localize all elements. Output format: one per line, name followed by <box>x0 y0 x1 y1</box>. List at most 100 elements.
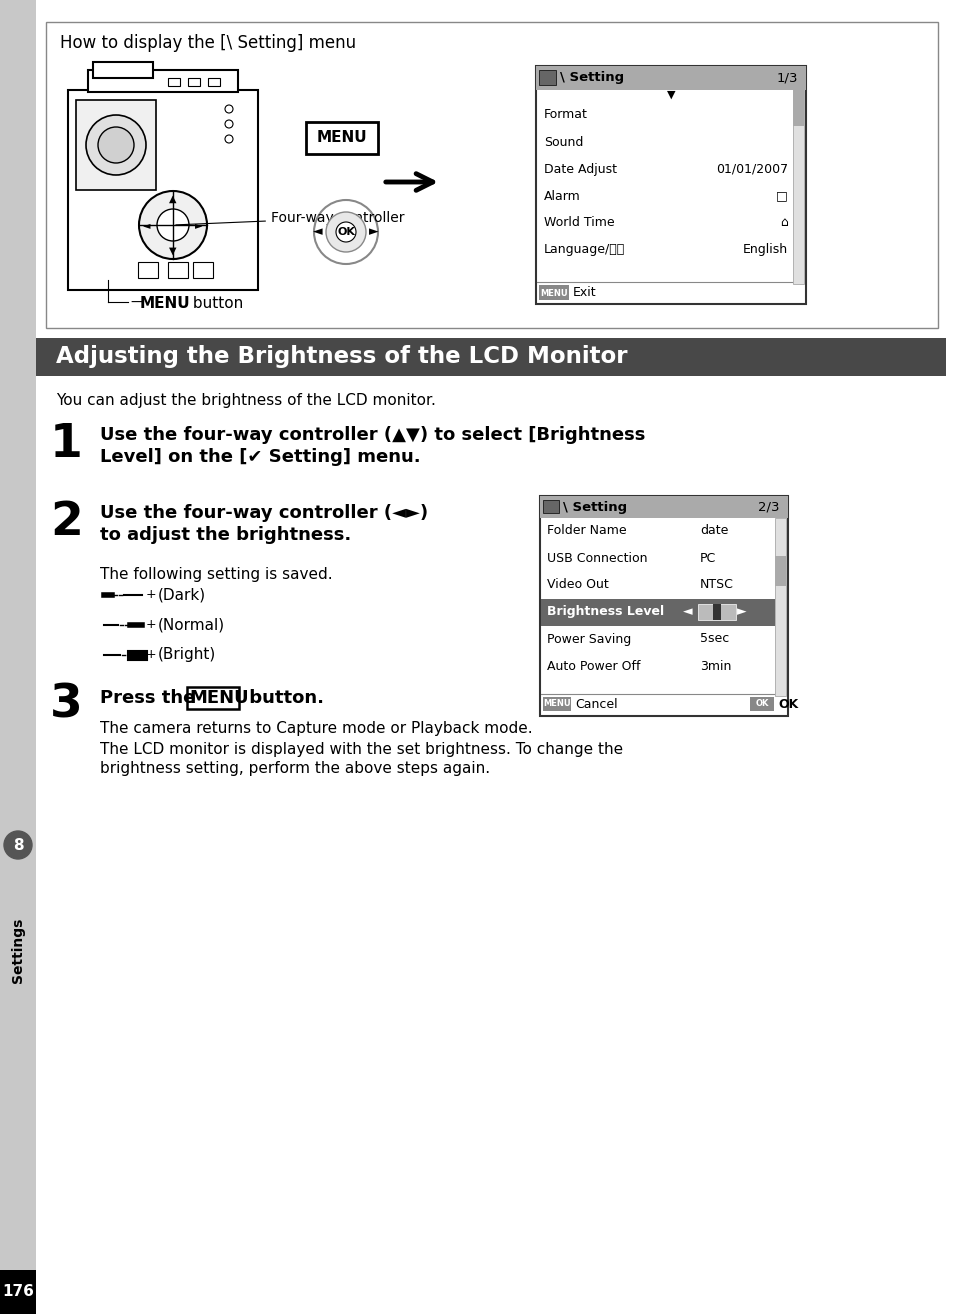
Text: Cancel: Cancel <box>575 698 617 711</box>
Text: to adjust the brightness.: to adjust the brightness. <box>100 526 351 544</box>
Bar <box>208 78 220 85</box>
Text: ▼: ▼ <box>666 89 675 100</box>
Text: ▲: ▲ <box>169 194 176 204</box>
Bar <box>68 89 257 290</box>
Bar <box>92 62 152 78</box>
Circle shape <box>225 135 233 143</box>
Text: 8: 8 <box>12 837 23 853</box>
Bar <box>712 604 720 620</box>
Text: 01/01/2007: 01/01/2007 <box>715 163 787 176</box>
Circle shape <box>335 222 355 242</box>
Text: +: + <box>146 649 156 661</box>
Text: Power Saving: Power Saving <box>546 632 631 645</box>
Text: ▼: ▼ <box>169 246 176 256</box>
Bar <box>540 599 774 625</box>
Bar <box>306 122 377 154</box>
Circle shape <box>225 105 233 113</box>
Text: +: + <box>146 589 156 602</box>
Text: MENU: MENU <box>539 289 567 297</box>
Text: MENU: MENU <box>316 130 367 146</box>
Text: MENU: MENU <box>140 296 191 311</box>
Text: ◄: ◄ <box>313 226 322 239</box>
Bar <box>538 70 556 85</box>
Text: 176: 176 <box>2 1285 34 1300</box>
Circle shape <box>98 127 133 163</box>
Text: 1: 1 <box>50 422 83 466</box>
Bar <box>168 261 188 279</box>
Bar <box>539 495 787 518</box>
Text: Alarm: Alarm <box>543 189 580 202</box>
Text: ►: ► <box>369 226 378 239</box>
Text: 5sec: 5sec <box>700 632 728 645</box>
Bar <box>538 285 568 300</box>
Text: The LCD monitor is displayed with the set brightness. To change the: The LCD monitor is displayed with the se… <box>100 742 622 757</box>
Text: USB Connection: USB Connection <box>546 552 647 565</box>
Circle shape <box>4 830 32 859</box>
Text: \ Setting: \ Setting <box>559 71 623 84</box>
Text: Level] on the [✔ Setting] menu.: Level] on the [✔ Setting] menu. <box>100 448 420 466</box>
Bar <box>792 89 803 284</box>
Text: World Time: World Time <box>543 217 614 230</box>
Circle shape <box>157 209 189 240</box>
Text: ►: ► <box>737 606 746 619</box>
Bar <box>0 0 36 1314</box>
Bar <box>774 556 785 586</box>
Text: ►: ► <box>195 219 203 230</box>
Bar <box>542 501 558 512</box>
Text: ⌂: ⌂ <box>780 217 787 230</box>
Text: +: + <box>146 619 156 632</box>
Text: NTSC: NTSC <box>700 578 733 591</box>
Bar <box>792 89 803 126</box>
Text: Press the: Press the <box>100 689 201 707</box>
Bar <box>193 261 213 279</box>
Text: English: English <box>742 243 787 256</box>
Text: Sound: Sound <box>543 135 583 148</box>
Circle shape <box>314 200 377 264</box>
Text: OK: OK <box>778 698 798 711</box>
Text: —: — <box>130 296 144 310</box>
Text: Language/言語: Language/言語 <box>543 243 624 256</box>
Text: Adjusting the Brightness of the LCD Monitor: Adjusting the Brightness of the LCD Moni… <box>56 346 627 368</box>
Circle shape <box>225 120 233 127</box>
Bar <box>749 696 773 711</box>
Text: Exit: Exit <box>573 286 596 300</box>
Text: Format: Format <box>543 109 587 121</box>
Text: □: □ <box>776 189 787 202</box>
Text: MENU: MENU <box>189 689 249 707</box>
Bar <box>187 687 239 710</box>
Text: Use the four-way controller (◄►): Use the four-way controller (◄►) <box>100 505 428 522</box>
Text: (Dark): (Dark) <box>158 587 206 603</box>
Text: Video Out: Video Out <box>546 578 608 591</box>
Text: \ Setting: \ Setting <box>562 501 626 514</box>
Text: (Normal): (Normal) <box>158 618 225 632</box>
Text: You can adjust the brightness of the LCD monitor.: You can adjust the brightness of the LCD… <box>56 393 436 409</box>
Text: brightness setting, perform the above steps again.: brightness setting, perform the above st… <box>100 761 490 777</box>
Bar <box>138 261 158 279</box>
Text: Use the four-way controller (▲▼) to select [Brightness: Use the four-way controller (▲▼) to sele… <box>100 426 644 444</box>
Bar <box>36 338 945 376</box>
Text: Settings: Settings <box>11 917 25 983</box>
Text: How to display the [\ Setting] menu: How to display the [\ Setting] menu <box>60 34 355 53</box>
Text: (Bright): (Bright) <box>158 648 216 662</box>
Bar <box>542 696 571 711</box>
Circle shape <box>139 191 207 259</box>
Bar <box>88 70 237 92</box>
Text: 3min: 3min <box>700 660 731 673</box>
Circle shape <box>326 212 366 252</box>
Text: date: date <box>700 524 727 537</box>
Text: button.: button. <box>243 689 324 707</box>
Text: Auto Power Off: Auto Power Off <box>546 660 639 673</box>
Bar <box>774 518 785 696</box>
Text: ◄: ◄ <box>143 219 151 230</box>
Text: The following setting is saved.: The following setting is saved. <box>100 568 333 582</box>
Text: The camera returns to Capture mode or Playback mode.: The camera returns to Capture mode or Pl… <box>100 721 532 736</box>
Text: 2/3: 2/3 <box>758 501 780 514</box>
Bar <box>76 100 156 191</box>
Text: 2: 2 <box>50 501 83 545</box>
Circle shape <box>86 116 146 175</box>
Bar <box>46 22 937 328</box>
Bar <box>539 495 787 716</box>
Text: 3: 3 <box>50 683 83 728</box>
Bar <box>536 66 805 89</box>
Text: Folder Name: Folder Name <box>546 524 626 537</box>
